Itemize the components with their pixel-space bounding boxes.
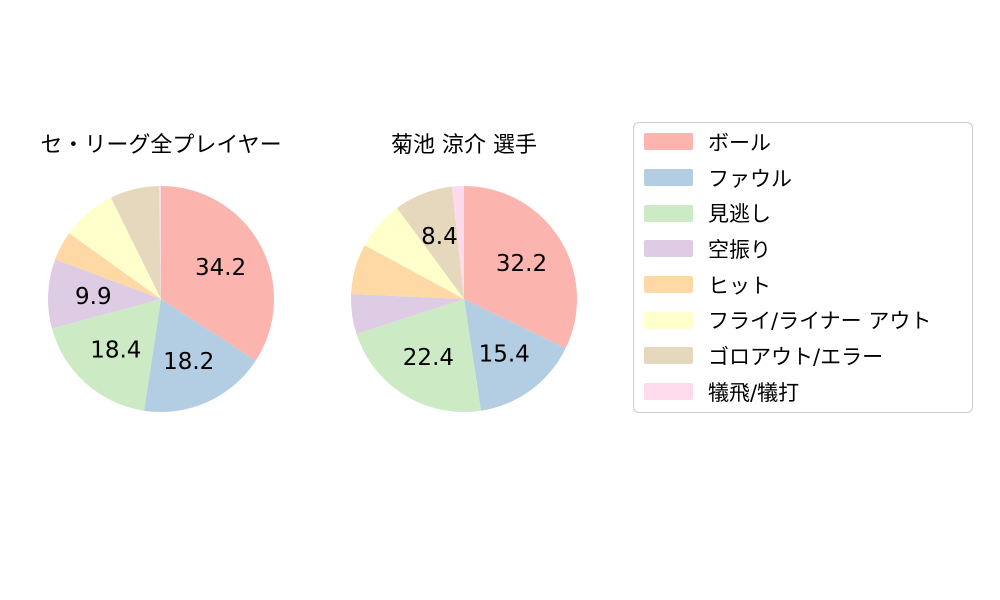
legend-row-swinging-strike: 空振り	[634, 231, 972, 267]
legend-label-called-strike: 見逃し	[708, 202, 771, 227]
pie-slice-swinging-strike	[351, 294, 464, 334]
legend-box: ボールファウル見逃し空振りヒットフライ/ライナー アウト ゴロアウト/エラー 犠飛/…	[633, 122, 973, 413]
pie-slice-hit	[55, 233, 161, 299]
legend-swatch-sacrifice	[644, 383, 693, 401]
legend-label-ground-out-error: ゴロアウト/エラー	[708, 344, 884, 369]
pie-value-label-ball: 32.2	[496, 251, 547, 277]
legend-row-ground-out-error: ゴロアウト/エラー	[634, 338, 972, 374]
legend-label-foul: ファウル	[708, 166, 792, 191]
right-pie-title: 菊池 涼介 選手	[391, 133, 537, 158]
legend-swatch-foul	[644, 169, 693, 187]
legend-swatch-fly-liner-out	[644, 311, 693, 329]
pie-value-label-foul: 18.2	[163, 349, 214, 375]
right-pie-chart: 32.2 15.4 22.4 8.4	[351, 186, 577, 413]
pie-slice-swinging-strike	[47, 259, 161, 329]
pie-slice-sacrifice	[451, 186, 464, 299]
pie-slice-ground-out-error	[110, 186, 161, 299]
legend-swatch-ground-out-error	[644, 347, 693, 365]
pie-value-label-called-strike: 18.4	[90, 338, 141, 364]
pie-slice-ball	[464, 186, 577, 349]
pie-value-label-foul: 15.4	[479, 342, 530, 368]
pie-slice-called-strike	[356, 299, 481, 413]
pie-slice-sacrifice	[158, 186, 161, 299]
legend-row-foul: ファウル	[634, 160, 972, 196]
legend-row-sacrifice: 犠飛/犠打	[634, 374, 972, 410]
legend-swatch-swinging-strike	[644, 240, 693, 258]
pie-slice-hit	[351, 245, 464, 299]
legend-row-fly-liner-out: フライ/ライナー アウト	[634, 302, 972, 338]
legend-label-swinging-strike: 空振り	[708, 237, 771, 262]
left-pie-title: セ・リーグ全プレイヤー	[40, 133, 282, 158]
legend-swatch-hit	[644, 276, 693, 294]
pie-value-label-ground-out-error: 8.4	[421, 224, 458, 250]
pie-slice-ground-out-error	[397, 186, 464, 299]
legend-label-ball: ボール	[708, 130, 771, 155]
legend-swatch-called-strike	[644, 204, 693, 222]
pie-slice-fly-liner-out	[69, 197, 161, 299]
legend-row-ball: ボール	[634, 124, 972, 160]
pie-slice-ball	[161, 186, 274, 361]
legend-label-hit: ヒット	[708, 273, 771, 298]
legend-label-sacrifice: 犠飛/犠打	[708, 380, 800, 405]
legend-swatch-ball	[644, 133, 693, 151]
legend-row-hit: ヒット	[634, 267, 972, 303]
pie-value-label-ball: 34.2	[195, 255, 246, 281]
left-pie-chart: 34.2 18.2 18.4 9.9	[47, 186, 274, 413]
pie-value-label-swinging-strike: 9.9	[75, 284, 112, 310]
pie-slice-foul	[144, 299, 256, 413]
legend-row-called-strike: 見逃し	[634, 195, 972, 231]
legend-label-fly-liner-out: フライ/ライナー アウト	[708, 309, 932, 334]
pie-slice-called-strike	[51, 299, 161, 411]
pie-slice-fly-liner-out	[364, 208, 464, 299]
pie-value-label-called-strike: 22.4	[403, 345, 454, 371]
pie-slice-foul	[464, 299, 566, 411]
